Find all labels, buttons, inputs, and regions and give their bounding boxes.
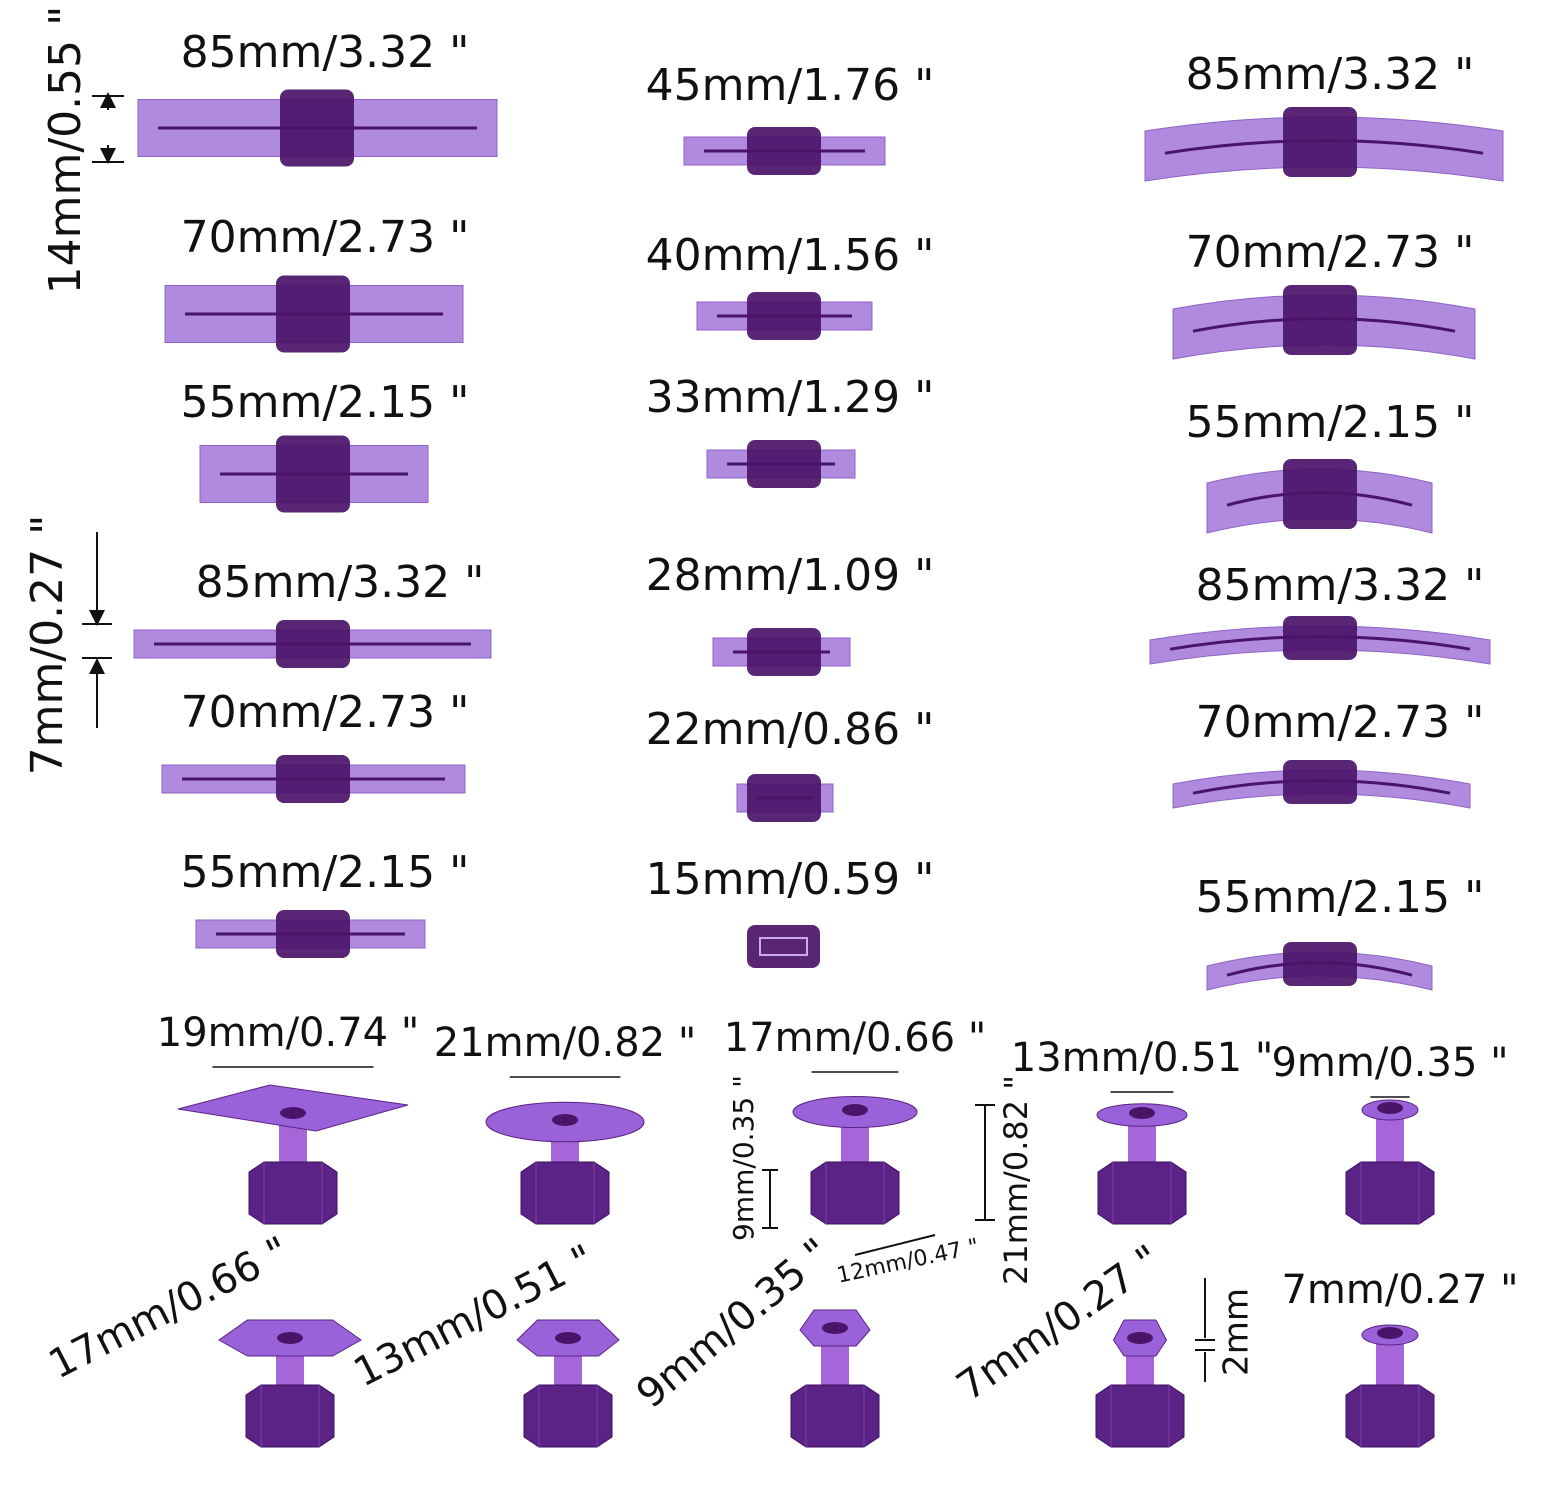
glue-base	[1345, 1384, 1435, 1448]
dimension-label: 70mm/2.73 "	[181, 687, 470, 738]
glue-hole	[280, 1107, 306, 1119]
tab-block	[280, 89, 354, 167]
adhesive-tab	[1172, 760, 1471, 809]
glue-hole	[277, 1332, 303, 1344]
glue-base	[523, 1384, 613, 1448]
dimension-label: 19mm/0.74 "	[157, 1010, 419, 1056]
dimension-label: 45mm/1.76 "	[646, 60, 935, 111]
tab-block	[747, 440, 821, 488]
adhesive-tab	[1172, 285, 1476, 360]
dimension-label: 17mm/0.66 "	[42, 1228, 297, 1388]
adhesive-tab	[696, 292, 873, 340]
glue-tab	[1345, 1324, 1435, 1448]
adhesive-tab	[1206, 459, 1433, 534]
adhesive-tab	[195, 910, 426, 958]
dimension-label: 55mm/2.15 "	[181, 847, 470, 898]
adhesive-tab	[747, 925, 820, 968]
tab-block	[747, 925, 820, 968]
dimension-label: 21mm/0.82 "	[434, 1020, 696, 1066]
dimension-label: 40mm/1.56 "	[646, 230, 935, 281]
adhesive-tab	[164, 275, 464, 353]
glue-hole	[842, 1104, 868, 1116]
dimension-label: 55mm/2.15 "	[181, 377, 470, 428]
dimension-label: 22mm/0.86 "	[646, 704, 935, 755]
adhesive-tab	[161, 755, 466, 803]
glue-tab	[1095, 1319, 1185, 1448]
tab-block	[747, 774, 821, 822]
glue-hole	[822, 1322, 848, 1334]
dimension-label: 17mm/0.66 "	[724, 1015, 986, 1061]
glue-base	[1095, 1384, 1185, 1448]
tab-block	[1283, 942, 1357, 986]
glue-hole	[1377, 1327, 1403, 1339]
dimension-label: 85mm/3.32 "	[1196, 560, 1485, 611]
dimension-label: 33mm/1.29 "	[646, 372, 935, 423]
glue-base	[245, 1384, 335, 1448]
adhesive-tab	[1149, 616, 1491, 665]
adhesive-tab	[1144, 107, 1504, 182]
dimension-label: 55mm/2.15 "	[1186, 397, 1475, 448]
tab-block	[747, 292, 821, 340]
glue-base	[810, 1161, 900, 1225]
glue-tab	[792, 1096, 918, 1225]
dimension-label: 70mm/2.73 "	[1196, 697, 1485, 748]
dimension-label: 21mm/0.82 "	[997, 1075, 1035, 1285]
glue-base	[248, 1161, 338, 1225]
dimension-label: 9mm/0.35 "	[727, 1075, 760, 1241]
glue-hole	[1129, 1107, 1155, 1119]
glue-base	[520, 1161, 610, 1225]
adhesive-tab	[706, 440, 856, 488]
dimension-label: 14mm/0.55 "	[40, 6, 91, 295]
dimension-arrows	[82, 92, 1215, 1382]
glue-hole	[555, 1332, 581, 1344]
adhesive-tab	[736, 774, 834, 822]
glue-hole	[1377, 1102, 1403, 1114]
glue-tab	[1096, 1103, 1188, 1225]
tab-block	[1283, 760, 1357, 804]
dimension-label: 7mm/0.27 "	[1281, 1267, 1518, 1313]
tab-block	[1283, 459, 1357, 529]
adhesive-tab	[712, 628, 851, 676]
tab-block	[276, 275, 350, 353]
dimension-label: 7mm/0.27 "	[22, 515, 73, 776]
dimension-label: 13mm/0.51 "	[1011, 1035, 1273, 1081]
tab-block	[1283, 616, 1357, 660]
dimension-label: 2mm	[1217, 1288, 1257, 1376]
tab-block	[276, 435, 350, 513]
dimension-label: 70mm/2.73 "	[1186, 227, 1475, 278]
tab-block	[747, 127, 821, 175]
tab-block	[276, 755, 350, 803]
glue-tab	[790, 1309, 880, 1448]
glue-tab	[1345, 1099, 1435, 1225]
dimension-label: 70mm/2.73 "	[181, 212, 470, 263]
tab-block	[276, 620, 350, 668]
tab-block	[747, 628, 821, 676]
glue-hole	[552, 1114, 578, 1126]
glue-hole	[1127, 1332, 1153, 1344]
dimension-label: 9mm/0.35 "	[1271, 1040, 1508, 1086]
glue-base	[1345, 1161, 1435, 1225]
glue-base	[790, 1384, 880, 1448]
adhesive-tab	[199, 435, 429, 513]
tab-slot	[759, 937, 808, 956]
tab-block	[1283, 285, 1357, 355]
glue-tab	[218, 1319, 362, 1448]
adhesive-tab	[133, 620, 492, 668]
adhesive-tab	[683, 127, 886, 175]
tab-block	[276, 910, 350, 958]
dimension-label: 15mm/0.59 "	[646, 854, 935, 905]
dimension-label: 85mm/3.32 "	[1186, 49, 1475, 100]
glue-base	[1097, 1161, 1187, 1225]
dimension-label: 55mm/2.15 "	[1196, 872, 1485, 923]
adhesive-tab	[137, 89, 498, 167]
glue-tab	[516, 1319, 620, 1448]
glue-tab	[177, 1084, 409, 1225]
tab-block	[1283, 107, 1357, 177]
dimension-label: 85mm/3.32 "	[196, 557, 485, 608]
dimension-label: 28mm/1.09 "	[646, 550, 935, 601]
dimension-label: 85mm/3.32 "	[181, 27, 470, 78]
glue-tab	[485, 1101, 645, 1225]
adhesive-tab	[1206, 942, 1433, 991]
